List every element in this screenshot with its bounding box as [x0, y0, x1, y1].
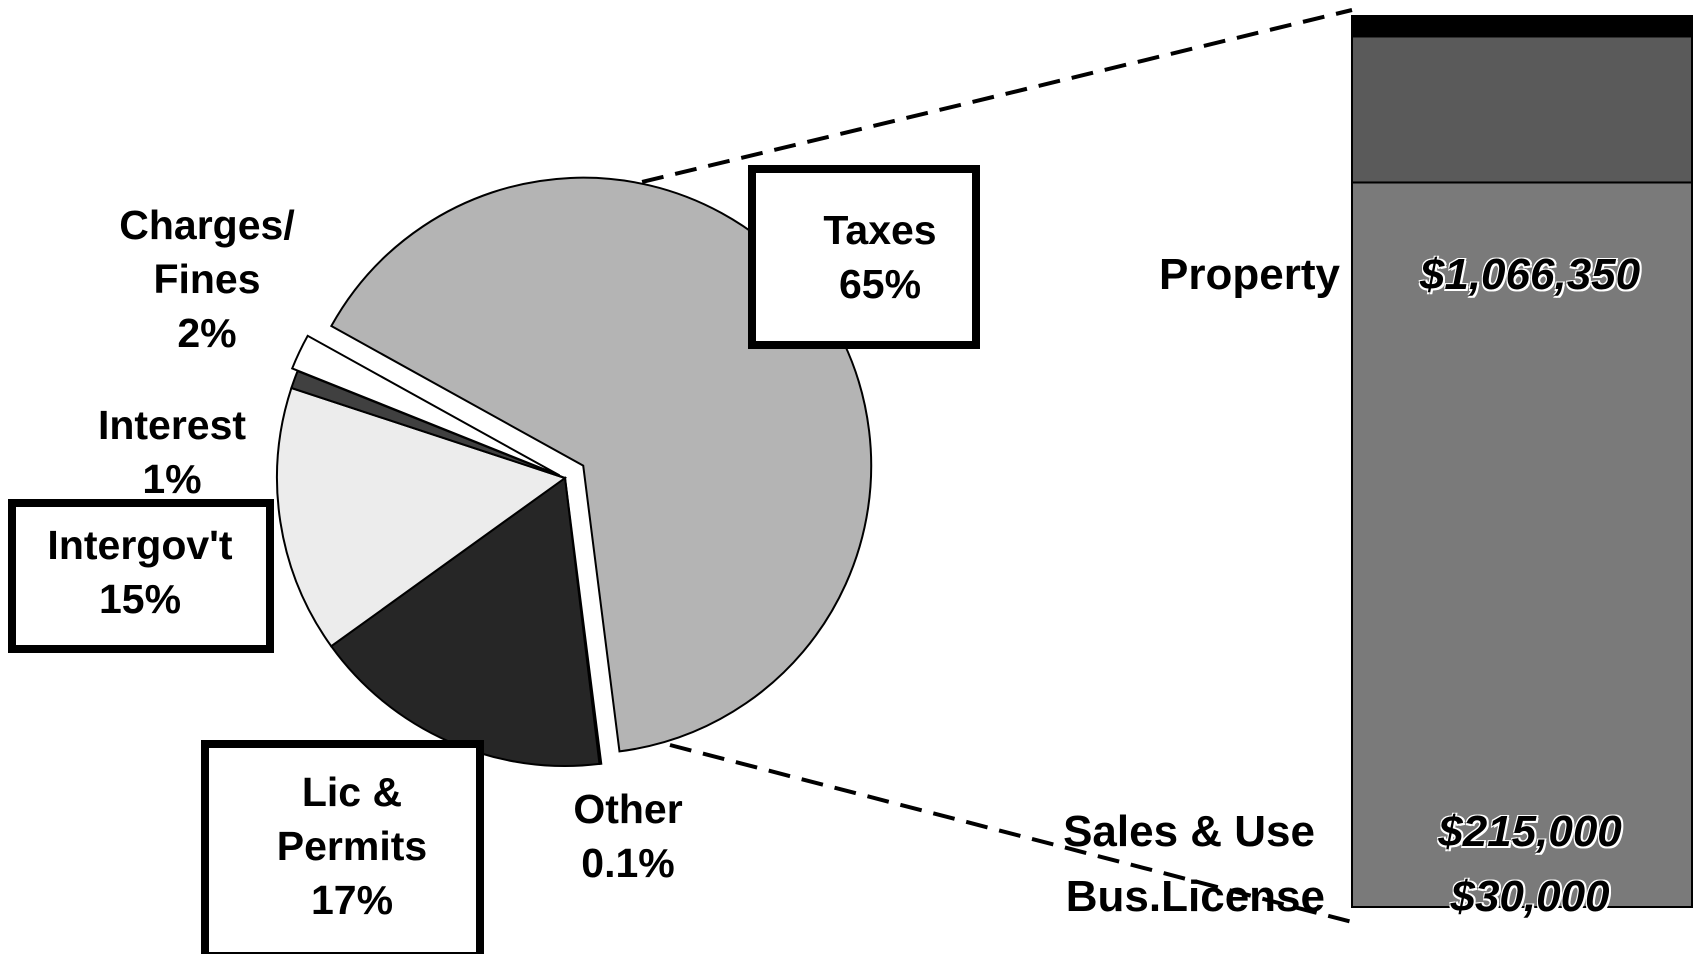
slice-label: Lic & Permits 17% [252, 765, 452, 927]
slice-category: Lic & Permits [276, 769, 428, 869]
label-box [748, 165, 980, 349]
slice-value: 1% [142, 456, 202, 502]
slice-label: Intergov't 15% [10, 518, 270, 626]
segment-category: Sales & Use [1063, 807, 1315, 856]
slice-value: 15% [98, 576, 182, 622]
pie [276, 176, 873, 767]
slice-label: Taxes 65% [760, 203, 1000, 311]
segment-category: Bus.License [1065, 872, 1325, 921]
label-box [8, 499, 274, 653]
slice-value: 0.1% [581, 840, 675, 886]
slice-label: Charges/ Fines 2% [102, 198, 312, 360]
label-box [201, 740, 484, 954]
slice-category: Taxes [823, 207, 937, 253]
slice-value: 17% [310, 877, 394, 923]
slice-category: Intergov't [47, 522, 233, 568]
connector-line [669, 743, 1353, 924]
segment-category: Property [1159, 250, 1340, 299]
bar-segment [1351, 35, 1693, 184]
bar-segment [1351, 15, 1693, 38]
slice-value: 65% [838, 261, 922, 307]
slice-category: Other [573, 786, 683, 832]
connector-line [575, 8, 1353, 200]
slice-category: Interest [97, 402, 247, 448]
slice-label: Other 0.1% [528, 782, 728, 890]
pie-slice [276, 386, 568, 648]
stacked-bar [1351, 15, 1693, 908]
slice-category: Charges/ Fines [119, 202, 295, 302]
slice-label: Interest 1% [62, 398, 282, 506]
slice-value: 2% [177, 310, 237, 356]
pie-slice [290, 334, 561, 477]
bar-segment [1351, 181, 1693, 908]
segment-value: $30,000 [1450, 872, 1610, 921]
segment-value: $215,000 [1438, 807, 1622, 856]
segment-value: $1,066,350 [1419, 250, 1641, 299]
